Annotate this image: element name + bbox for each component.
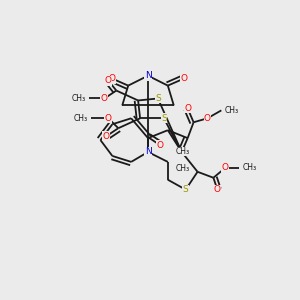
Text: O: O [101,94,108,103]
Text: O: O [109,74,116,83]
Text: CH₃: CH₃ [74,114,88,123]
Text: O: O [184,104,191,113]
Text: O: O [105,76,112,85]
Text: CH₃: CH₃ [224,106,239,115]
Text: S: S [183,185,188,194]
Text: N: N [145,71,152,80]
Text: O: O [156,140,164,149]
Text: O: O [204,114,211,123]
Text: O: O [180,74,187,83]
Text: S: S [155,94,161,103]
Text: O: O [105,114,112,123]
Text: CH₃: CH₃ [176,147,190,156]
Text: O: O [214,185,221,194]
Text: N: N [145,148,152,157]
Text: CH₃: CH₃ [176,164,190,173]
Text: S: S [161,114,167,123]
Text: O: O [103,132,110,141]
Text: CH₃: CH₃ [71,94,85,103]
Text: CH₃: CH₃ [242,163,256,172]
Text: O: O [222,163,229,172]
